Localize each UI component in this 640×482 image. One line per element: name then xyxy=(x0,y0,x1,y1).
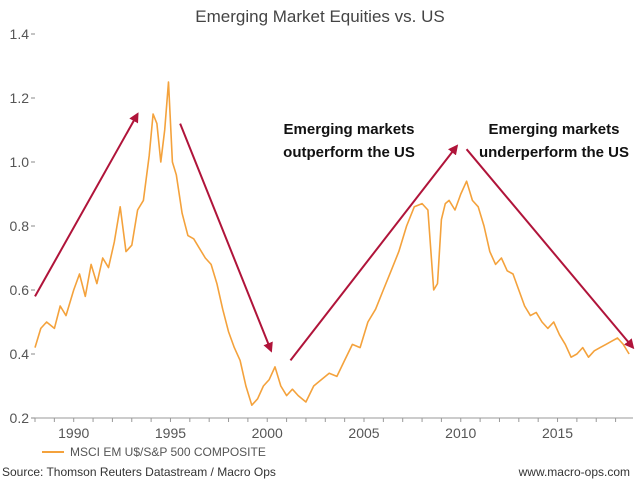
y-tick-label: 1.0 xyxy=(10,154,30,170)
trend-arrow-4 xyxy=(465,148,635,350)
chart-title: Emerging Market Equities vs. US xyxy=(195,7,444,26)
x-tick-label: 1995 xyxy=(155,425,186,441)
series-line-msci-em-vs-sp500 xyxy=(34,81,630,406)
x-tick-label: 2015 xyxy=(542,425,573,441)
footer-website: www.macro-ops.com xyxy=(518,465,630,479)
legend: MSCI EM U$/S&P 500 COMPOSITE xyxy=(42,445,266,459)
annotation-outperform-line1: Emerging markets xyxy=(284,121,415,138)
y-tick-label: 0.6 xyxy=(10,282,30,298)
annotation-underperform-line1: Emerging markets xyxy=(489,121,620,138)
y-tick-label: 0.8 xyxy=(10,218,30,234)
x-tick-label: 2010 xyxy=(445,425,476,441)
legend-label: MSCI EM U$/S&P 500 COMPOSITE xyxy=(70,445,266,459)
trend-arrow-3 xyxy=(289,144,459,362)
trend-arrow-2 xyxy=(179,123,273,353)
annotation-underperform: Emerging markets underperform the US xyxy=(479,121,629,161)
annotation-underperform-line2: underperform the US xyxy=(479,144,629,161)
y-tick-label: 1.2 xyxy=(10,90,30,106)
footer-source: Source: Thomson Reuters Datastream / Mac… xyxy=(2,465,276,479)
y-tick-label: 1.4 xyxy=(10,26,30,42)
x-axis: 1990 1995 2000 2005 2010 2015 xyxy=(34,417,633,441)
annotation-outperform-line2: outperform the US xyxy=(283,144,415,161)
trend-arrows xyxy=(34,112,635,362)
y-axis: 0.2 0.4 0.6 0.8 1.0 1.2 1.4 xyxy=(10,26,35,426)
x-tick-label: 2005 xyxy=(348,425,379,441)
x-tick-label: 2000 xyxy=(252,425,283,441)
annotation-outperform: Emerging markets outperform the US xyxy=(283,121,415,161)
y-tick-label: 0.4 xyxy=(10,346,30,362)
x-tick-label: 1990 xyxy=(58,425,89,441)
trend-arrow-1 xyxy=(34,112,139,297)
y-tick-label: 0.2 xyxy=(10,410,30,426)
